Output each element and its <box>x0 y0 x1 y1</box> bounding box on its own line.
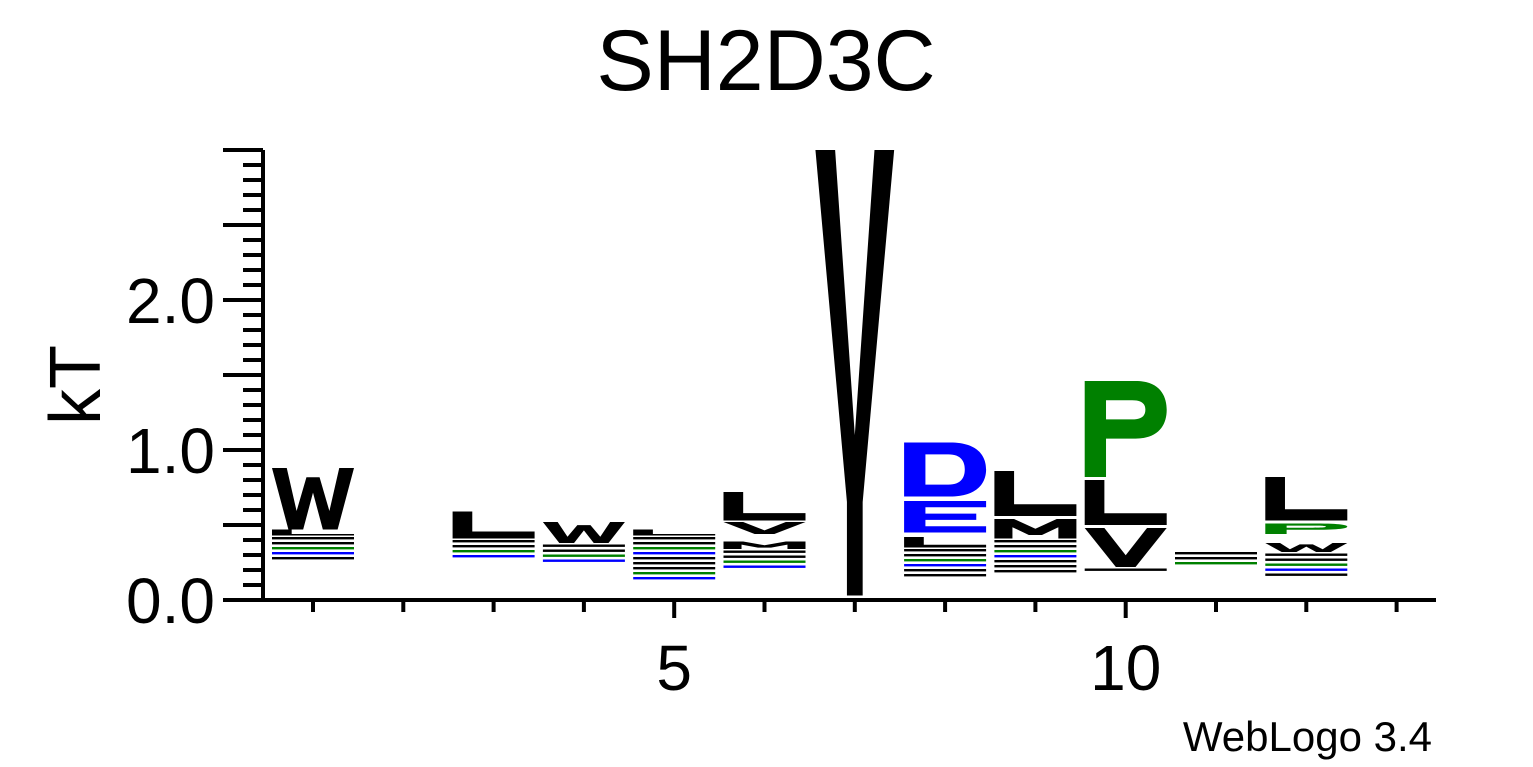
minor-residue-line <box>994 540 1077 543</box>
minor-residue-line <box>542 554 625 557</box>
minor-residue-line <box>1265 558 1348 561</box>
minor-residue-line <box>272 552 354 555</box>
logo-column-5 <box>633 529 716 580</box>
residue-M <box>994 519 1077 539</box>
minor-residue-line <box>542 559 625 562</box>
minor-residue-line <box>1265 573 1348 576</box>
logo-column-10 <box>1084 381 1167 571</box>
residue-L <box>904 537 987 548</box>
residue-L <box>633 529 716 536</box>
weblogo-footer: WebLogo 3.4 <box>1183 713 1432 760</box>
minor-residue-line <box>994 570 1077 573</box>
axes: 0.0 1.0 2.0 5 10 <box>126 148 1436 704</box>
residue-E <box>904 501 987 533</box>
residue-V <box>1084 528 1167 567</box>
minor-residue-line <box>542 544 625 547</box>
residue-W <box>272 468 354 530</box>
logo-column-8 <box>904 442 987 577</box>
minor-residue-line <box>1084 568 1167 571</box>
minor-residue-line <box>633 567 716 570</box>
minor-residue-line <box>723 560 806 563</box>
residue-P <box>1084 381 1167 477</box>
minor-residue-line <box>633 547 716 550</box>
minor-residue-line <box>904 564 987 567</box>
minor-residue-line <box>452 550 535 553</box>
minor-residue-line <box>272 537 354 540</box>
logo-column-4 <box>542 522 625 562</box>
y-axis-label: kT <box>36 345 116 425</box>
y-tick-label: 1.0 <box>126 415 215 487</box>
minor-residue-line <box>723 555 806 558</box>
minor-residue-line <box>272 557 354 560</box>
residue-L <box>994 471 1077 516</box>
logo-column-11 <box>1175 552 1257 565</box>
residue-V <box>723 522 806 534</box>
logo-column-12 <box>1265 477 1348 576</box>
minor-residue-line <box>723 550 806 553</box>
minor-residue-line <box>542 549 625 552</box>
residue-W <box>1265 543 1348 552</box>
logo-column-9 <box>994 471 1077 573</box>
residue-L <box>1265 477 1348 521</box>
x-tick-label: 10 <box>1090 632 1161 704</box>
logo-column-1 <box>272 468 354 560</box>
residue-W <box>542 522 625 543</box>
minor-residue-line <box>994 555 1077 558</box>
residue-P <box>1265 523 1348 534</box>
minor-residue-line <box>994 560 1077 563</box>
logo-column-7 <box>815 150 895 596</box>
minor-residue-line <box>904 559 987 562</box>
logo-columns <box>272 150 1348 596</box>
minor-residue-line <box>633 537 716 540</box>
y-tick-label: 2.0 <box>126 265 215 337</box>
minor-residue-line <box>633 572 716 575</box>
minor-residue-line <box>633 577 716 580</box>
minor-residue-line <box>1175 552 1257 555</box>
minor-residue-line <box>904 574 987 577</box>
residue-L <box>452 511 535 539</box>
minor-residue-line <box>904 549 987 552</box>
minor-residue-line <box>994 545 1077 548</box>
minor-residue-line <box>1175 557 1257 560</box>
minor-residue-line <box>994 565 1077 568</box>
minor-residue-line <box>272 547 354 550</box>
minor-residue-line <box>904 554 987 557</box>
minor-residue-line <box>1265 568 1348 571</box>
minor-residue-line <box>633 562 716 565</box>
x-tick-label: 5 <box>656 632 692 704</box>
minor-residue-line <box>994 550 1077 553</box>
minor-residue-line <box>272 542 354 545</box>
minor-residue-line <box>452 555 535 558</box>
minor-residue-line <box>633 542 716 545</box>
residue-L <box>723 492 806 521</box>
minor-residue-line <box>904 569 987 572</box>
y-tick-label: 0.0 <box>126 565 215 637</box>
minor-residue-line <box>452 545 535 548</box>
residue-Y <box>815 150 895 596</box>
minor-residue-line <box>633 552 716 555</box>
logo-column-3 <box>452 511 535 558</box>
minor-residue-line <box>1265 563 1348 566</box>
minor-residue-line <box>452 540 535 543</box>
minor-residue-line <box>633 557 716 560</box>
chart-title: SH2D3C <box>596 13 935 109</box>
logo-column-6 <box>723 492 806 568</box>
residue-D <box>904 442 987 497</box>
minor-residue-line <box>1175 562 1257 565</box>
residue-L <box>1084 480 1167 525</box>
minor-residue-line <box>723 565 806 568</box>
residue-L <box>272 529 354 536</box>
residue-M <box>723 541 806 549</box>
minor-residue-line <box>1265 553 1348 556</box>
